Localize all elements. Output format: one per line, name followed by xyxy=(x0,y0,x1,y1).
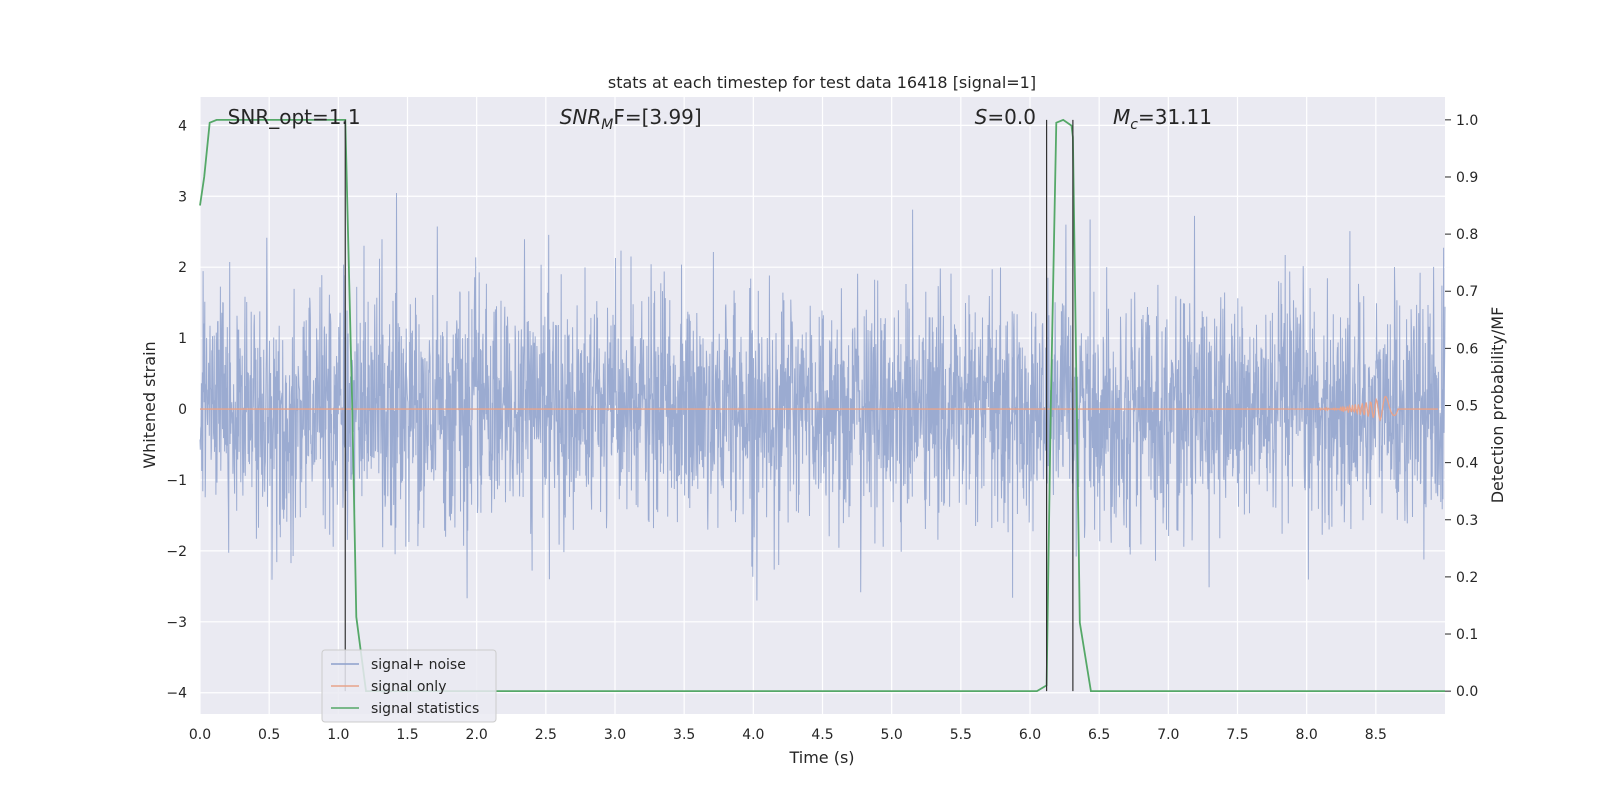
chart-title: stats at each timestep for test data 164… xyxy=(608,73,1036,92)
series-signal-statistics xyxy=(199,118,1445,692)
x-tick-label-6: 3.0 xyxy=(604,727,626,743)
y-tick-label-right-8: 0.2 xyxy=(1456,570,1478,586)
x-tick-label-14: 7.0 xyxy=(1157,727,1179,743)
y-tick-label-right-6: 0.4 xyxy=(1456,456,1478,472)
x-tick-label-12: 6.0 xyxy=(1019,727,1041,743)
y-tick-label-left-6: −2 xyxy=(166,544,187,560)
y-tick-label-right-4: 0.6 xyxy=(1456,341,1478,357)
y-tick-label-right-3: 0.7 xyxy=(1456,284,1478,300)
x-tick-label-16: 8.0 xyxy=(1296,727,1318,743)
legend-label-statistics: signal statistics xyxy=(371,701,479,717)
x-ticks: 0.0 0.5 1.0 1.5 2.0 2.5 3.0 3.5 4.0 4.5 5.0 5.5 6.0 6… xyxy=(189,727,1387,743)
x-tick-label-5: 2.5 xyxy=(535,727,557,743)
annotation-0: SNR_opt=1.1 xyxy=(228,105,361,129)
x-tick-label-3: 1.5 xyxy=(396,727,418,743)
y-tick-label-right-0: 1.0 xyxy=(1456,113,1478,129)
vertical-lines xyxy=(344,119,1074,692)
y-ticks-left: 4 3 2 1 0 −1 −2 −3 −4 xyxy=(166,118,187,701)
y-tick-label-left-5: −1 xyxy=(166,473,187,489)
x-tick-label-4: 2.0 xyxy=(466,727,488,743)
y-tick-label-right-10: 0.0 xyxy=(1456,684,1478,700)
y-tick-label-left-7: −3 xyxy=(166,615,187,631)
series-signal-noise xyxy=(199,192,1446,601)
x-tick-label-7: 3.5 xyxy=(673,727,695,743)
y-tick-label-left-4: 0 xyxy=(178,402,187,418)
y-ticks-right: 1.0 0.9 0.8 0.7 0.6 0.5 0.4 0.3 0.2 0.1 0.0 xyxy=(1445,113,1478,700)
x-tick-label-10: 5.0 xyxy=(881,727,903,743)
legend-label-noise: signal+ noise xyxy=(371,657,466,673)
x-tick-label-15: 7.5 xyxy=(1226,727,1248,743)
y-tick-label-left-3: 1 xyxy=(178,331,187,347)
y-tick-label-right-5: 0.5 xyxy=(1456,399,1478,415)
x-tick-label-1: 0.5 xyxy=(258,727,280,743)
legend: signal+ noise signal only signal statist… xyxy=(321,649,497,723)
y-tick-label-right-9: 0.1 xyxy=(1456,627,1478,643)
x-tick-label-13: 6.5 xyxy=(1088,727,1110,743)
legend-box xyxy=(321,649,497,723)
annotation-1: SNRMF=[3.99] xyxy=(560,105,702,133)
y-tick-label-right-7: 0.3 xyxy=(1456,513,1478,529)
y-tick-label-left-8: −4 xyxy=(166,686,187,702)
y-tick-label-right-2: 0.8 xyxy=(1456,227,1478,243)
x-tick-label-0: 0.0 xyxy=(189,727,211,743)
y-axis-label-right: Detection probability/MF xyxy=(1488,307,1507,504)
y-tick-label-left-1: 3 xyxy=(178,189,187,205)
x-tick-label-2: 1.0 xyxy=(327,727,349,743)
x-tick-label-17: 8.5 xyxy=(1365,727,1387,743)
annotations: SNR_opt=1.1 SNRMF=[3.99] S=0.0 Mc=31.11 xyxy=(228,105,1212,133)
x-tick-label-11: 5.5 xyxy=(950,727,972,743)
y-tick-label-right-1: 0.9 xyxy=(1456,170,1478,186)
series-signal-only xyxy=(200,395,1439,422)
x-tick-label-9: 4.5 xyxy=(811,727,833,743)
y-tick-label-left-0: 4 xyxy=(178,118,187,134)
annotation-3: Mc=31.11 xyxy=(1113,105,1212,133)
y-axis-label-left: Whitened strain xyxy=(140,341,159,468)
y-tick-label-left-2: 2 xyxy=(178,260,187,276)
x-tick-label-8: 4.0 xyxy=(742,727,764,743)
series-layer xyxy=(199,118,1446,692)
annotation-2: S=0.0 xyxy=(975,105,1036,129)
legend-label-signal: signal only xyxy=(371,679,446,695)
x-axis-label: Time (s) xyxy=(788,748,854,767)
